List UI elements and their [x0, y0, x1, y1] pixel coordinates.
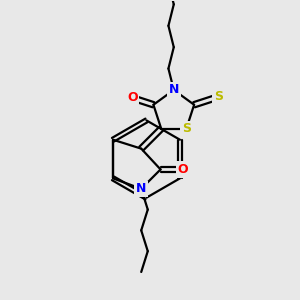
Text: S: S: [182, 122, 191, 135]
Text: O: O: [127, 92, 137, 104]
Text: O: O: [178, 163, 188, 176]
Text: N: N: [169, 83, 179, 97]
Text: S: S: [214, 90, 223, 104]
Text: N: N: [136, 182, 146, 195]
